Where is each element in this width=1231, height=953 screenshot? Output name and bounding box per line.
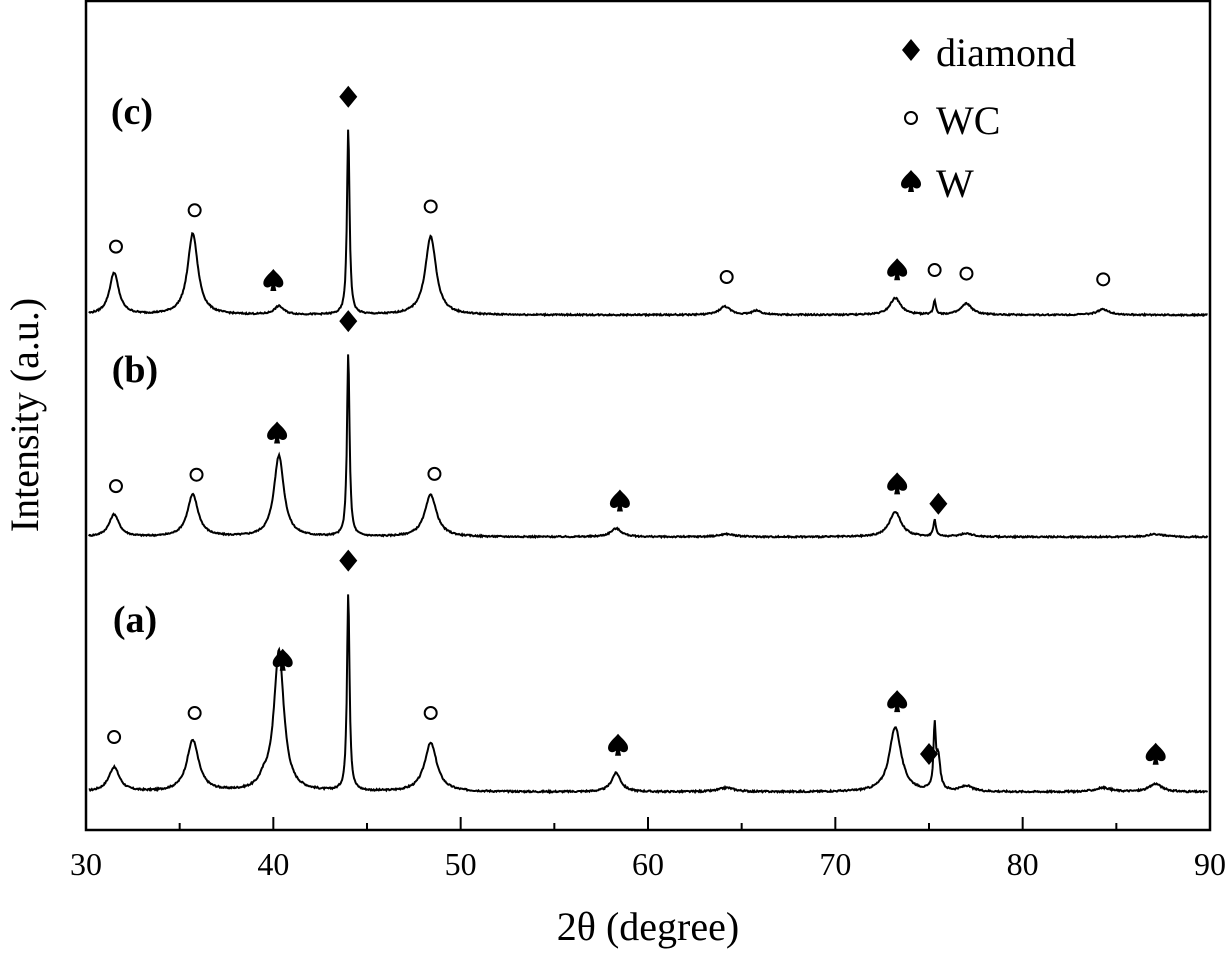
x-tick-label: 40 <box>257 846 289 882</box>
wc-marker <box>108 239 123 254</box>
wc-marker <box>927 263 942 278</box>
series-label: (a) <box>113 599 157 641</box>
w-marker <box>272 648 293 671</box>
diamond-marker <box>920 742 938 765</box>
x-axis-title: 2θ (degree) <box>557 904 739 949</box>
x-tick-label: 70 <box>819 846 851 882</box>
wc-marker <box>107 730 122 745</box>
wc-marker <box>423 199 438 214</box>
wc-marker <box>187 203 202 218</box>
series-line <box>88 594 1209 795</box>
w-marker <box>267 421 288 444</box>
w-marker <box>1145 742 1166 765</box>
wc-marker <box>187 706 202 721</box>
w-marker <box>609 489 630 512</box>
w-marker <box>887 472 908 495</box>
w-marker <box>263 269 284 292</box>
series-label: (c) <box>111 91 153 133</box>
wc-marker <box>427 466 442 481</box>
diamond-marker <box>339 549 358 572</box>
series-line <box>87 354 1209 540</box>
w-marker <box>901 170 921 192</box>
legend-label: W <box>936 161 974 206</box>
wc-marker <box>959 266 974 281</box>
legend-label: WC <box>936 98 1000 143</box>
y-axis-title: Intensity (a.u.) <box>2 298 47 532</box>
wc-marker <box>189 467 204 482</box>
wc-marker <box>423 706 438 721</box>
x-tick-label: 90 <box>1194 846 1226 882</box>
wc-marker <box>108 479 123 494</box>
diamond-marker <box>929 492 948 515</box>
x-tick-label: 60 <box>632 846 664 882</box>
x-tick-label: 30 <box>70 846 102 882</box>
legend-item: diamond <box>902 30 1076 75</box>
legend-item: WC <box>904 98 1000 143</box>
w-marker <box>887 690 908 713</box>
w-marker <box>608 733 629 756</box>
x-tick-label: 80 <box>1007 846 1039 882</box>
series-0: (a) <box>88 549 1209 795</box>
x-tick-label: 50 <box>445 846 477 882</box>
diamond-marker <box>339 85 358 108</box>
series-2: (c) <box>88 85 1208 318</box>
wc-marker <box>1096 272 1111 287</box>
series-line <box>88 129 1208 318</box>
diamond-marker <box>339 310 358 333</box>
series-1: (b) <box>87 310 1209 540</box>
legend-label: diamond <box>936 30 1076 75</box>
legend: diamond WC W <box>901 30 1076 206</box>
legend-item: W <box>901 161 974 206</box>
wc-marker <box>719 269 734 284</box>
series-group: (a) (b) (c) <box>87 85 1209 795</box>
x-ticks: 30 40 50 60 70 80 90 <box>70 817 1226 882</box>
series-label: (b) <box>112 349 158 391</box>
wc-marker <box>904 111 918 125</box>
w-marker <box>887 258 908 281</box>
diamond-marker <box>902 39 920 61</box>
plot-frame <box>84 0 1212 832</box>
